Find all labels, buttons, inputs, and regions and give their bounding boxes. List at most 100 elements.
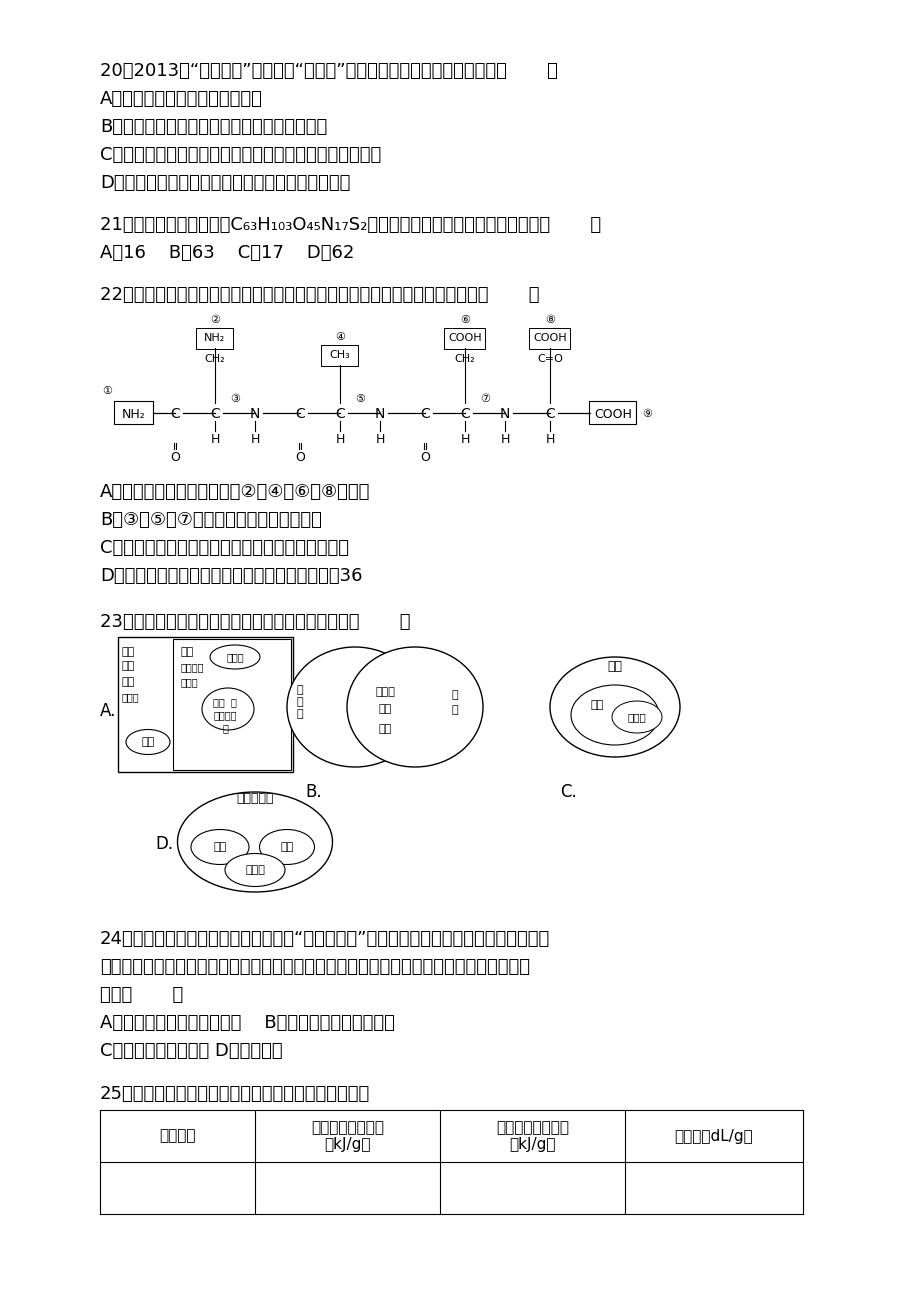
Text: 24．科学上鉴别死细胞和活细胞，常用“染色排除法”，例如，用台盼蓝染色，死的动物细胞: 24．科学上鉴别死细胞和活细胞，常用“染色排除法”，例如，用台盼蓝染色，死的动物… bbox=[100, 930, 550, 948]
FancyBboxPatch shape bbox=[118, 637, 292, 772]
Text: D.: D. bbox=[154, 835, 173, 853]
Text: C: C bbox=[420, 408, 429, 421]
Text: 脱氧核糖: 脱氧核糖 bbox=[181, 661, 204, 672]
Text: 动物: 动物 bbox=[122, 647, 135, 658]
Ellipse shape bbox=[210, 644, 260, 669]
Text: C: C bbox=[170, 408, 180, 421]
Text: 生物大分子: 生物大分子 bbox=[236, 792, 274, 805]
Text: 纤维素物: 纤维素物 bbox=[213, 710, 236, 720]
Ellipse shape bbox=[191, 829, 249, 865]
Text: NH₂: NH₂ bbox=[122, 408, 146, 421]
Text: 糖原: 糖原 bbox=[122, 677, 135, 687]
Text: C: C bbox=[210, 408, 220, 421]
Text: 发芽糖: 发芽糖 bbox=[226, 652, 244, 661]
Text: A．16    B．63    C．17    D．62: A．16 B．63 C．17 D．62 bbox=[100, 243, 354, 262]
Text: 营养物质: 营养物质 bbox=[159, 1129, 196, 1143]
Text: D．同一个体在不同的生长发育期，体内含水量不同: D．同一个体在不同的生长发育期，体内含水量不同 bbox=[100, 174, 350, 191]
Text: 耗氧量（dL/g）: 耗氧量（dL/g） bbox=[674, 1129, 753, 1143]
Text: 细胞: 细胞 bbox=[122, 661, 135, 671]
Text: 固醇: 固醇 bbox=[590, 700, 603, 710]
Text: ④: ④ bbox=[335, 332, 345, 342]
Text: N: N bbox=[499, 408, 510, 421]
Text: O: O bbox=[170, 450, 180, 464]
Text: H: H bbox=[210, 434, 220, 447]
Text: A．水是细胞中含量最高的化合物: A．水是细胞中含量最高的化合物 bbox=[100, 90, 263, 108]
Text: O: O bbox=[295, 450, 304, 464]
Text: 21．通常情况下，分子式C₆₃H₁₀₃O₄₅N₁₇S₂的多肽化合物中最多含有多少肽键？（       ）: 21．通常情况下，分子式C₆₃H₁₀₃O₄₅N₁₇S₂的多肽化合物中最多含有多少… bbox=[100, 216, 600, 234]
Text: ⑤: ⑤ bbox=[355, 395, 365, 404]
Text: C．控制物质进出功能 D．免疫功能: C．控制物质进出功能 D．免疫功能 bbox=[100, 1042, 282, 1060]
Text: O: O bbox=[420, 450, 429, 464]
Text: A．氨基酸的不同种类主要由②、④、⑥、⑧决定的: A．氨基酸的不同种类主要由②、④、⑥、⑧决定的 bbox=[100, 483, 370, 501]
Text: H: H bbox=[545, 434, 554, 447]
Text: 纤维素: 纤维素 bbox=[244, 865, 265, 875]
Text: 功能（       ）: 功能（ ） bbox=[100, 986, 183, 1004]
Text: 葡萄糖: 葡萄糖 bbox=[181, 677, 199, 687]
Text: H: H bbox=[500, 434, 509, 447]
Text: 体外燃烧释放能量: 体外燃烧释放能量 bbox=[311, 1121, 383, 1135]
Text: C: C bbox=[545, 408, 554, 421]
Text: 20．2013年“世界水日”的主题是“水合作”，下列关于水的叙述不正确的是（       ）: 20．2013年“世界水日”的主题是“水合作”，下列关于水的叙述不正确的是（ ） bbox=[100, 62, 557, 79]
Text: ⑧: ⑧ bbox=[544, 315, 554, 326]
Ellipse shape bbox=[611, 700, 662, 733]
Text: C=O: C=O bbox=[537, 354, 562, 365]
Ellipse shape bbox=[259, 829, 314, 865]
Text: 体内氧化释放能量: 体内氧化释放能量 bbox=[495, 1121, 568, 1135]
Text: C．生化反应必须在水中进行，所以任何生命体都离不开水: C．生化反应必须在水中进行，所以任何生命体都离不开水 bbox=[100, 146, 380, 164]
Ellipse shape bbox=[571, 685, 658, 745]
Ellipse shape bbox=[202, 687, 254, 730]
Text: 脂肪: 脂肪 bbox=[607, 660, 622, 673]
FancyBboxPatch shape bbox=[589, 401, 636, 423]
Text: NH₂: NH₂ bbox=[204, 333, 225, 342]
FancyBboxPatch shape bbox=[173, 639, 290, 769]
Text: H: H bbox=[335, 434, 345, 447]
Text: CH₂: CH₂ bbox=[454, 354, 475, 365]
Text: N: N bbox=[374, 408, 385, 421]
Text: A.: A. bbox=[100, 702, 116, 720]
Text: C: C bbox=[295, 408, 304, 421]
Text: C: C bbox=[460, 408, 470, 421]
Text: N: N bbox=[250, 408, 260, 421]
Ellipse shape bbox=[126, 729, 170, 754]
FancyBboxPatch shape bbox=[197, 328, 233, 349]
Text: H: H bbox=[375, 434, 384, 447]
Text: B．水在细胞中的存在形式和功能是一成不变的: B．水在细胞中的存在形式和功能是一成不变的 bbox=[100, 118, 327, 135]
Text: （kJ/g）: （kJ/g） bbox=[323, 1137, 370, 1151]
Text: C.: C. bbox=[560, 783, 576, 801]
Text: C: C bbox=[335, 408, 345, 421]
Text: B．③、⑤、⑦的形成是在核糖体上完成的: B．③、⑤、⑦的形成是在核糖体上完成的 bbox=[100, 510, 322, 529]
Text: 糖: 糖 bbox=[451, 704, 458, 715]
Text: A．保护细胞内部结构的功能    B．进行细胞间的信息交流: A．保护细胞内部结构的功能 B．进行细胞间的信息交流 bbox=[100, 1014, 394, 1032]
Text: 23．下列动植物糖类、脂肪的分类与比较正确的是（       ）: 23．下列动植物糖类、脂肪的分类与比较正确的是（ ） bbox=[100, 613, 410, 631]
Text: ②: ② bbox=[210, 315, 220, 326]
Text: 三: 三 bbox=[451, 690, 458, 700]
Text: （kJ/g）: （kJ/g） bbox=[509, 1137, 555, 1151]
Ellipse shape bbox=[346, 647, 482, 767]
Text: ⑥: ⑥ bbox=[460, 315, 470, 326]
Text: COOH: COOH bbox=[533, 333, 566, 342]
Text: ⑨: ⑨ bbox=[641, 409, 652, 419]
Ellipse shape bbox=[225, 854, 285, 887]
Text: H: H bbox=[460, 434, 470, 447]
Text: ①: ① bbox=[102, 385, 112, 396]
Text: 乳糖: 乳糖 bbox=[142, 737, 154, 747]
FancyBboxPatch shape bbox=[529, 328, 570, 349]
Text: 果糖: 果糖 bbox=[378, 704, 391, 713]
Text: D．该多肽链在形成过程中，相对分子质量减少了36: D．该多肽链在形成过程中，相对分子质量减少了36 bbox=[100, 566, 362, 585]
Text: 会被染成蓝色，而活的动物细胞不着色，从而判断细胞是否死亡．所利用的是细胞膜的哪种: 会被染成蓝色，而活的动物细胞不着色，从而判断细胞是否死亡．所利用的是细胞膜的哪种 bbox=[100, 958, 529, 976]
FancyBboxPatch shape bbox=[444, 328, 485, 349]
Text: 25．三类营养物质氧化时释放能量与耗氧量如表所示：: 25．三类营养物质氧化时释放能量与耗氧量如表所示： bbox=[100, 1085, 369, 1103]
Text: 固醇: 固醇 bbox=[213, 842, 226, 852]
Text: 还
原
糖: 还 原 糖 bbox=[296, 685, 303, 719]
Text: ③: ③ bbox=[230, 395, 240, 404]
Text: B.: B. bbox=[305, 783, 322, 801]
Text: 22．如图是某多肽化合物的示意图，下列有关此化合物的叙述中，不正确的是（       ）: 22．如图是某多肽化合物的示意图，下列有关此化合物的叙述中，不正确的是（ ） bbox=[100, 286, 539, 303]
Ellipse shape bbox=[287, 647, 423, 767]
Text: 淀粉  植: 淀粉 植 bbox=[213, 697, 237, 707]
Text: CH₃: CH₃ bbox=[329, 350, 350, 359]
Text: CH₂: CH₂ bbox=[204, 354, 225, 365]
FancyBboxPatch shape bbox=[321, 345, 358, 366]
Text: COOH: COOH bbox=[448, 333, 482, 342]
Text: 蔗糖: 蔗糖 bbox=[378, 724, 391, 734]
Text: 葡萄糖: 葡萄糖 bbox=[122, 691, 140, 702]
